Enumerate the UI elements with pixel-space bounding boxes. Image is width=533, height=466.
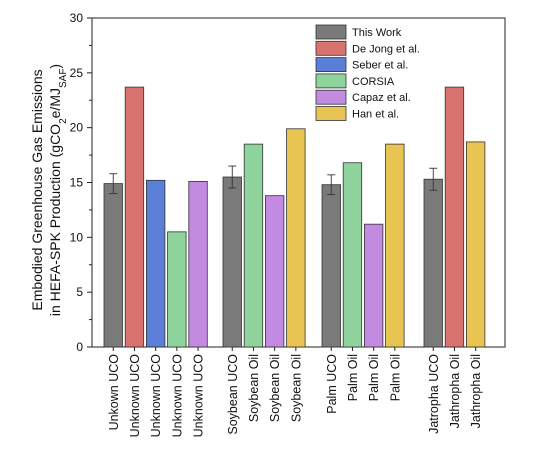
x-category-label: Palm UCO bbox=[325, 354, 339, 414]
bars bbox=[103, 86, 486, 348]
y-axis-title-part: SAF bbox=[58, 69, 69, 88]
legend-swatch bbox=[315, 24, 347, 40]
bar-unkown-uco bbox=[103, 183, 123, 348]
y-axis-title-part: 2 bbox=[58, 118, 69, 124]
y-axis-title: Embodied Greenhouse Gas Emissions in HEF… bbox=[29, 64, 69, 316]
x-category-label: Soybean UCO bbox=[226, 354, 240, 435]
x-category-label: Unknown UCO bbox=[170, 354, 184, 438]
legend-label: Han et al. bbox=[352, 109, 399, 121]
y-axis: 0 5 10 15 20 25 30 bbox=[70, 11, 92, 354]
legend-label: This Work bbox=[352, 27, 402, 39]
bar-soybean-uco bbox=[222, 176, 242, 348]
bar-soybean-oil bbox=[243, 143, 264, 348]
y-tick-label: 0 bbox=[76, 340, 83, 354]
bar-jathropha-oil bbox=[465, 141, 486, 348]
x-category-label: Soybean Oil bbox=[268, 354, 282, 422]
x-category-label: Unknown UCO bbox=[128, 354, 142, 438]
x-category-label: Jatropha UCO bbox=[427, 354, 441, 434]
x-category-label: Jathropha Oil bbox=[469, 354, 483, 428]
bar-jathropha-oil bbox=[444, 86, 465, 348]
x-category-label: Jathropha Oil bbox=[448, 354, 462, 428]
x-axis-labels: Unkown UCO Unknown UCO Unknown UCO Unknown … bbox=[107, 347, 483, 437]
legend: This Work De Jong et al. Seber et al. CORSI… bbox=[315, 24, 420, 121]
x-category-label: Palm Oil bbox=[346, 354, 360, 401]
y-tick-label: 30 bbox=[70, 11, 84, 25]
bar-soybean-oil bbox=[286, 128, 306, 348]
x-category-label: Soybean Oil bbox=[289, 354, 303, 422]
bar-palm-oil bbox=[385, 143, 405, 348]
legend-label: CORSIA bbox=[352, 76, 395, 88]
y-axis-title-part: ) bbox=[47, 64, 63, 69]
x-category-label: Unknown UCO bbox=[192, 354, 206, 438]
error-bars bbox=[109, 165, 438, 196]
bar-unknown-uco bbox=[145, 179, 166, 348]
y-tick-label: 25 bbox=[70, 66, 84, 80]
legend-label: De Jong et al. bbox=[352, 43, 420, 55]
y-axis-title-part: e/MJ bbox=[47, 88, 63, 118]
y-tick-label: 20 bbox=[70, 121, 84, 135]
legend-label: Capaz et al. bbox=[352, 92, 411, 104]
x-category-label: Soybean Oil bbox=[247, 354, 261, 422]
y-tick-label: 5 bbox=[76, 285, 83, 299]
bar-unknown-uco bbox=[124, 86, 145, 348]
legend-label: Seber et al. bbox=[352, 60, 408, 72]
legend-swatch bbox=[315, 40, 347, 56]
bar-soybean-oil bbox=[264, 195, 285, 348]
bar-jatropha-uco bbox=[423, 178, 443, 348]
y-axis-title-line2: in HEFA-SPK Production (gCO2e/MJSAF) bbox=[47, 64, 69, 316]
y-tick-label: 15 bbox=[70, 176, 84, 190]
x-category-label: Palm Oil bbox=[388, 354, 402, 401]
legend-swatch bbox=[315, 89, 347, 105]
y-axis-title-part: in HEFA-SPK Production (gCO bbox=[47, 124, 63, 316]
bar-palm-uco bbox=[321, 184, 341, 348]
legend-swatch bbox=[315, 73, 347, 89]
y-axis-title-line1: Embodied Greenhouse Gas Emissions bbox=[29, 69, 45, 310]
bar-palm-oil bbox=[342, 162, 363, 348]
x-category-label: Unkown UCO bbox=[107, 354, 121, 431]
x-category-label: Palm Oil bbox=[367, 354, 381, 401]
bar-unknown-uco bbox=[188, 181, 208, 348]
x-category-label: Unknown UCO bbox=[149, 354, 163, 438]
y-tick-label: 10 bbox=[70, 230, 84, 244]
legend-swatch bbox=[315, 57, 347, 72]
bar-unknown-uco bbox=[167, 231, 187, 348]
bar-palm-oil bbox=[363, 223, 384, 348]
legend-swatch bbox=[315, 106, 347, 121]
